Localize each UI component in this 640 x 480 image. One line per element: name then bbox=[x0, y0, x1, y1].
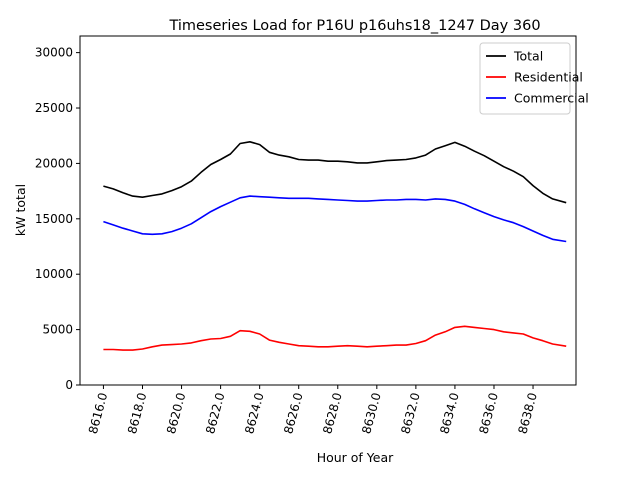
y-tick-label: 20000 bbox=[35, 156, 73, 170]
chart-title: Timeseries Load for P16U p16uhs18_1247 D… bbox=[168, 18, 540, 34]
y-tick-label: 15000 bbox=[35, 212, 73, 226]
y-tick-label: 25000 bbox=[35, 101, 73, 115]
x-axis-label: Hour of Year bbox=[317, 450, 394, 465]
legend-label-residential: Residential bbox=[514, 70, 583, 85]
plot-frame bbox=[79, 35, 577, 386]
y-tick-label: 0 bbox=[65, 378, 73, 392]
legend-label-commercial: Commercial bbox=[514, 91, 589, 106]
y-axis-label: kW total bbox=[13, 184, 28, 236]
y-axis: 0 5000 10000 15000 20000 25000 30000 bbox=[35, 46, 80, 392]
legend-label-total: Total bbox=[513, 49, 543, 64]
y-tick-label: 10000 bbox=[35, 267, 73, 281]
series-line-total bbox=[103, 141, 567, 204]
series-layer bbox=[103, 141, 567, 351]
y-tick-label: 5000 bbox=[42, 323, 73, 337]
series-line-commercial bbox=[103, 195, 567, 243]
y-tick-label: 30000 bbox=[35, 46, 73, 60]
legend-box bbox=[479, 42, 571, 115]
legend: Total Residential Commercial bbox=[479, 42, 589, 115]
series-line-residential bbox=[103, 325, 567, 351]
